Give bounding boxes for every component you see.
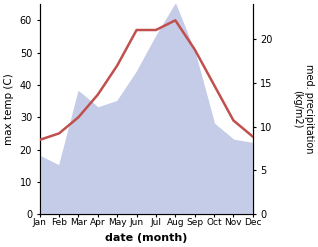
Y-axis label: max temp (C): max temp (C) bbox=[4, 73, 14, 145]
Y-axis label: med. precipitation
(kg/m2): med. precipitation (kg/m2) bbox=[292, 64, 314, 154]
X-axis label: date (month): date (month) bbox=[105, 233, 187, 243]
